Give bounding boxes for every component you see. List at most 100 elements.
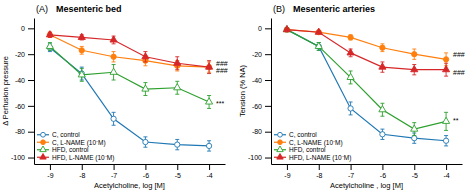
- x-axis: -9-8-7-6-5-4: [35, 164, 226, 179]
- legend-item: HFD, L-NAME (10⁻M): [274, 154, 351, 162]
- error-bar: [143, 137, 147, 147]
- plot-area: [46, 31, 212, 151]
- x-tick-label: -4: [443, 172, 449, 179]
- y-tick: -80: [15, 128, 34, 135]
- legend-marker: [277, 154, 283, 160]
- series-line: [287, 30, 446, 141]
- marker: [143, 139, 148, 144]
- y-tick-mark: [28, 158, 34, 159]
- x-tick: -5: [412, 164, 418, 179]
- y-tick: -20: [252, 51, 271, 58]
- y-tick-mark: [265, 54, 271, 55]
- y-tick-label: 0: [21, 25, 25, 32]
- marker: [348, 106, 353, 111]
- plot-area: [283, 26, 449, 146]
- marker: [46, 31, 53, 37]
- x-tick-label: -9: [47, 172, 53, 179]
- marker: [315, 28, 322, 34]
- y-tick-mark: [265, 80, 271, 81]
- series-line: [287, 30, 446, 70]
- y-tick: -20: [15, 51, 34, 58]
- y-tick-mark: [28, 80, 34, 81]
- x-tick: -9: [284, 164, 290, 179]
- y-axis-title: Δ Perfusion pressure: [1, 56, 10, 126]
- x-tick: -5: [175, 164, 181, 179]
- error-bar: [412, 49, 416, 59]
- y-tick: -100: [11, 154, 34, 161]
- error-bar: [380, 44, 384, 52]
- marker: [443, 66, 450, 72]
- error-bar: [349, 102, 353, 115]
- marker: [443, 117, 450, 123]
- x-tick-mark: [145, 164, 146, 170]
- x-tick-label: -4: [206, 172, 212, 179]
- legend-marker: [40, 146, 46, 152]
- marker: [79, 48, 84, 53]
- error-bar: [80, 46, 84, 54]
- annotation: ###: [453, 51, 465, 58]
- x-axis-line: [35, 164, 226, 165]
- x-axis: -9-8-7-6-5-4: [272, 164, 463, 179]
- marker: [379, 106, 386, 112]
- error-bar: [444, 136, 448, 146]
- series-line: [287, 30, 446, 60]
- marker: [110, 68, 117, 74]
- marker: [111, 54, 116, 59]
- legend: C, controlC, L-NAME (10⁻M)HFD, controlHF…: [37, 131, 114, 162]
- legend-label: HFD, L-NAME (10⁻M): [289, 154, 351, 162]
- legend-item: HFD, control: [37, 146, 89, 153]
- marker: [283, 26, 290, 32]
- x-tick-mark: [382, 164, 383, 170]
- error-bar: [112, 112, 116, 125]
- x-tick-label: -6: [380, 172, 386, 179]
- error-bar: [112, 52, 116, 62]
- y-tick: -100: [248, 154, 271, 161]
- legend-marker: [278, 140, 283, 145]
- y-tick: -40: [15, 77, 34, 84]
- x-tick-mark: [319, 164, 320, 170]
- marker: [142, 85, 149, 91]
- y-tick-label: -40: [252, 77, 262, 84]
- y-axis-line: [271, 19, 272, 165]
- y-axis-title: Tension (% NA): [238, 64, 247, 117]
- marker: [79, 71, 84, 76]
- figure: -9-8-7-6-5-40-20-40-60-80-100Acetylcholi…: [0, 0, 474, 191]
- legend-marker: [40, 154, 46, 160]
- y-tick: 0: [21, 25, 34, 32]
- x-tick-mark: [446, 164, 447, 170]
- y-tick-label: -60: [15, 103, 25, 110]
- y-tick-label: -60: [252, 103, 262, 110]
- legend-item: C, control: [274, 131, 317, 138]
- y-tick-mark: [265, 158, 271, 159]
- annotation: **: [453, 117, 459, 124]
- x-tick-mark: [287, 164, 288, 170]
- legend-item: HFD, control: [274, 146, 326, 153]
- x-axis-title: Acetylcholine , log [M]: [330, 181, 403, 190]
- error-bar: [207, 141, 211, 151]
- x-tick-label: -7: [348, 172, 354, 179]
- y-tick: -60: [252, 103, 271, 110]
- y-tick-label: -80: [252, 128, 262, 135]
- marker: [174, 59, 181, 65]
- legend-label: C, control: [52, 131, 80, 138]
- legend-label: HFD, control: [289, 146, 326, 153]
- y-tick-mark: [265, 28, 271, 29]
- marker: [412, 136, 417, 141]
- marker: [46, 42, 53, 48]
- x-tick: -9: [47, 164, 53, 179]
- marker: [348, 35, 353, 40]
- marker: [206, 63, 213, 69]
- x-tick: -7: [348, 164, 354, 179]
- x-tick-mark: [414, 164, 415, 170]
- marker: [142, 53, 149, 59]
- marker: [78, 71, 85, 77]
- marker: [443, 57, 448, 62]
- y-tick-label: -40: [15, 77, 25, 84]
- marker: [379, 63, 386, 69]
- x-tick: -6: [380, 164, 386, 179]
- panel: -9-8-7-6-5-40-20-40-60-80-100Acetylcholi…: [238, 4, 465, 190]
- annotation: ***: [216, 100, 224, 107]
- marker: [347, 73, 354, 79]
- x-tick: -4: [443, 164, 449, 179]
- annotation: ###: [453, 69, 465, 76]
